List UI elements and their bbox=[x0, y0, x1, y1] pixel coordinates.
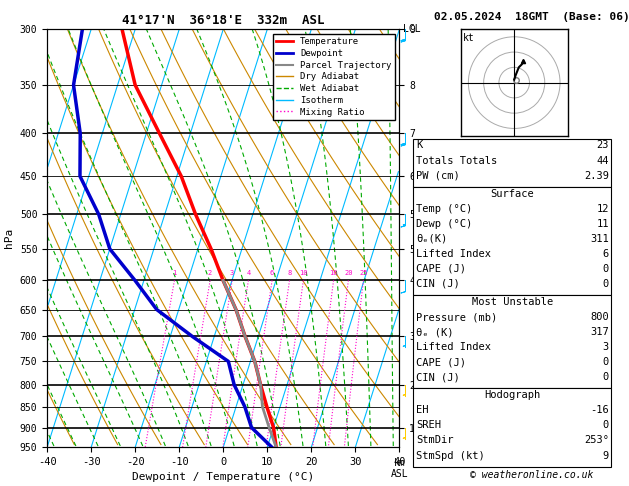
Text: θₑ (K): θₑ (K) bbox=[416, 327, 454, 337]
Text: Dewp (°C): Dewp (°C) bbox=[416, 219, 472, 229]
Text: 0: 0 bbox=[603, 420, 609, 431]
Text: 6: 6 bbox=[603, 249, 609, 259]
Text: Surface: Surface bbox=[491, 189, 534, 199]
Title: 41°17'N  36°18'E  332m  ASL: 41°17'N 36°18'E 332m ASL bbox=[122, 14, 325, 27]
Y-axis label: hPa: hPa bbox=[4, 228, 14, 248]
Text: StmDir: StmDir bbox=[416, 435, 454, 446]
Text: 3: 3 bbox=[230, 270, 234, 277]
Text: Most Unstable: Most Unstable bbox=[472, 297, 553, 307]
Text: CIN (J): CIN (J) bbox=[416, 372, 460, 382]
Text: 800: 800 bbox=[590, 312, 609, 322]
Legend: Temperature, Dewpoint, Parcel Trajectory, Dry Adiabat, Wet Adiabat, Isotherm, Mi: Temperature, Dewpoint, Parcel Trajectory… bbox=[273, 34, 395, 120]
Text: 1: 1 bbox=[172, 270, 177, 277]
Text: Temp (°C): Temp (°C) bbox=[416, 204, 472, 214]
Text: 2: 2 bbox=[208, 270, 212, 277]
Text: 9: 9 bbox=[603, 451, 609, 461]
Text: 02.05.2024  18GMT  (Base: 06): 02.05.2024 18GMT (Base: 06) bbox=[433, 12, 629, 22]
Text: kt: kt bbox=[463, 34, 475, 43]
Text: CAPE (J): CAPE (J) bbox=[416, 357, 465, 367]
Text: 10: 10 bbox=[299, 270, 308, 277]
Text: 317: 317 bbox=[590, 327, 609, 337]
Text: SREH: SREH bbox=[416, 420, 441, 431]
Text: 12: 12 bbox=[596, 204, 609, 214]
Text: 4: 4 bbox=[247, 270, 250, 277]
Text: θₑ(K): θₑ(K) bbox=[416, 234, 447, 244]
Text: 11: 11 bbox=[596, 219, 609, 229]
Text: 0: 0 bbox=[603, 357, 609, 367]
Text: 0: 0 bbox=[603, 264, 609, 274]
Text: CAPE (J): CAPE (J) bbox=[416, 264, 465, 274]
X-axis label: Dewpoint / Temperature (°C): Dewpoint / Temperature (°C) bbox=[132, 472, 314, 483]
Text: 44: 44 bbox=[596, 156, 609, 166]
Text: Lifted Index: Lifted Index bbox=[416, 342, 491, 352]
Text: PW (cm): PW (cm) bbox=[416, 171, 460, 181]
Text: km
ASL: km ASL bbox=[391, 458, 408, 479]
Text: CIN (J): CIN (J) bbox=[416, 279, 460, 289]
Text: K: K bbox=[416, 140, 422, 151]
Text: 23: 23 bbox=[596, 140, 609, 151]
Text: 253°: 253° bbox=[584, 435, 609, 446]
Y-axis label: Mixing Ratio (g/kg): Mixing Ratio (g/kg) bbox=[436, 182, 446, 294]
Text: 3: 3 bbox=[603, 342, 609, 352]
Text: 311: 311 bbox=[590, 234, 609, 244]
Text: EH: EH bbox=[416, 405, 428, 416]
Text: StmSpd (kt): StmSpd (kt) bbox=[416, 451, 484, 461]
Text: LCL: LCL bbox=[403, 24, 421, 34]
Text: 8: 8 bbox=[287, 270, 292, 277]
Text: -16: -16 bbox=[590, 405, 609, 416]
Text: Totals Totals: Totals Totals bbox=[416, 156, 497, 166]
Text: Lifted Index: Lifted Index bbox=[416, 249, 491, 259]
Text: Hodograph: Hodograph bbox=[484, 390, 540, 400]
Text: Pressure (mb): Pressure (mb) bbox=[416, 312, 497, 322]
Text: 16: 16 bbox=[330, 270, 338, 277]
Text: 6: 6 bbox=[270, 270, 274, 277]
Text: 2.39: 2.39 bbox=[584, 171, 609, 181]
Text: 0: 0 bbox=[603, 372, 609, 382]
Text: © weatheronline.co.uk: © weatheronline.co.uk bbox=[470, 470, 593, 480]
Text: 20: 20 bbox=[344, 270, 353, 277]
Text: 0: 0 bbox=[603, 279, 609, 289]
Text: 25: 25 bbox=[359, 270, 368, 277]
